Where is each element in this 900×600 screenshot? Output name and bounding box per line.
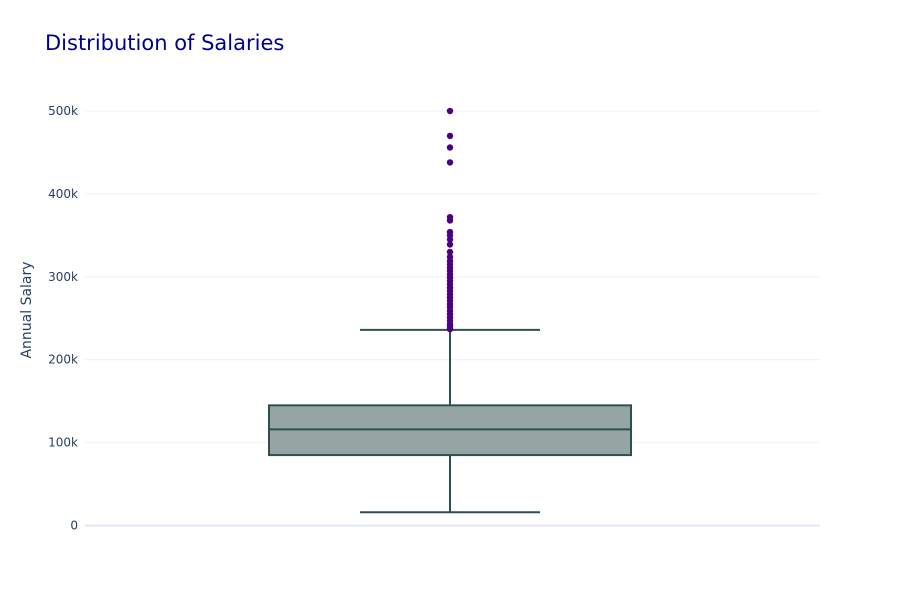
y-axis-ticks: 0 100k 200k 300k 400k 500k <box>48 104 78 533</box>
outlier-point <box>446 132 454 140</box>
outlier-point <box>446 217 454 224</box>
outlier-point <box>446 107 454 115</box>
y-tick-label: 200k <box>48 353 78 367</box>
outlier-point <box>446 159 454 166</box>
outlier-point <box>446 236 454 243</box>
outlier-point <box>446 144 454 151</box>
y-tick-label: 400k <box>48 187 78 201</box>
chart-title: Distribution of Salaries <box>45 31 284 55</box>
y-tick-label: 0 <box>70 519 78 533</box>
outlier-points <box>446 107 454 333</box>
salary-box <box>268 328 632 514</box>
outlier-point <box>446 241 454 248</box>
y-tick-label: 100k <box>48 436 78 450</box>
outlier-point <box>446 325 454 333</box>
y-tick-label: 300k <box>48 270 78 284</box>
y-tick-label: 500k <box>48 104 78 118</box>
y-axis-title: Annual Salary <box>19 261 35 358</box>
outlier-point <box>446 248 454 256</box>
